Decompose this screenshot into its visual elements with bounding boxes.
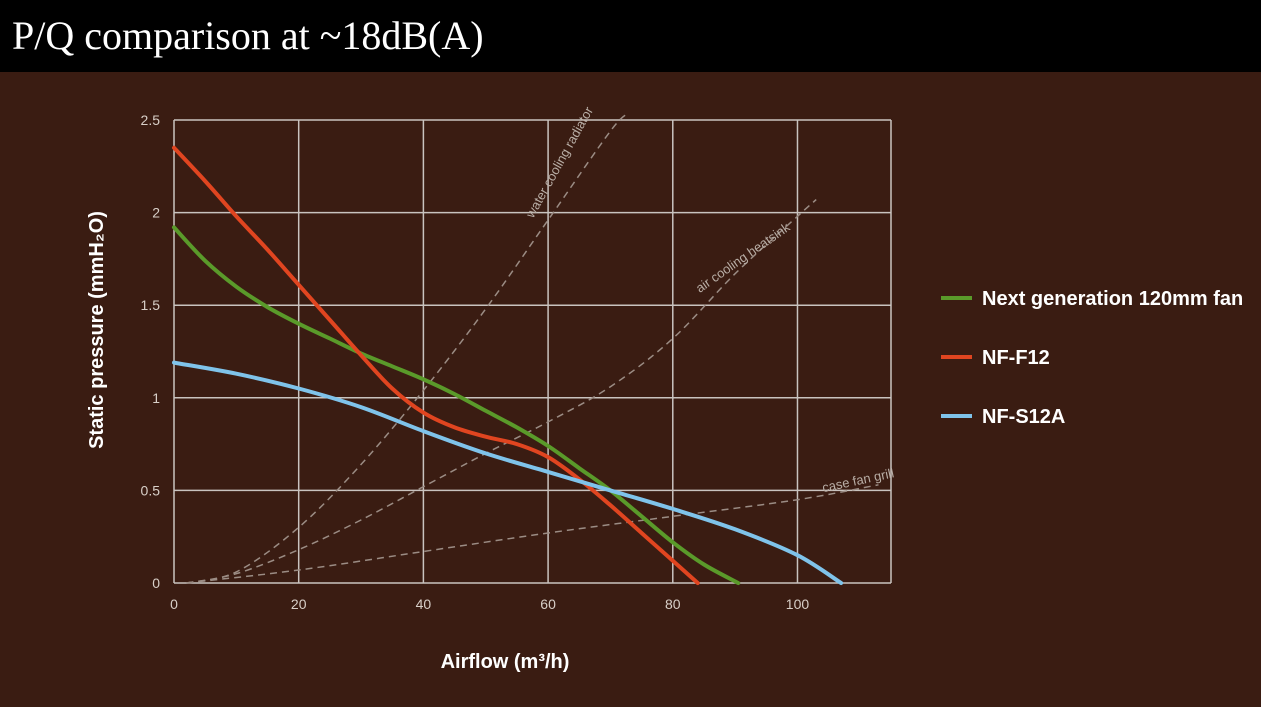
x-tick-label: 20 (291, 596, 307, 612)
legend-entry: NF-S12A (982, 406, 1065, 428)
y-tick-label: 1.5 (141, 297, 161, 313)
x-tick-label: 60 (540, 596, 556, 612)
system-curves (186, 112, 879, 584)
series-line (172, 360, 844, 585)
legend-entry: Next generation 120mm fan (982, 288, 1243, 310)
y-tick-label: 2.5 (141, 112, 161, 128)
tick-labels: 0 20 40 60 80 100 0 0.5 1 1.5 2 2.5 (141, 112, 810, 612)
x-axis-label: Airflow (m³/h) (441, 651, 570, 673)
series-line (172, 225, 741, 585)
y-axis-label: Static pressure (mmH₂O) (86, 211, 108, 449)
page-title: P/Q comparison at ~18dB(A) (12, 13, 484, 58)
legend: Next generation 120mm fan NF-F12 NF-S12A (941, 288, 1243, 428)
x-tick-label: 40 (416, 596, 432, 612)
series-lines (172, 145, 844, 585)
grid (173, 119, 892, 584)
y-tick-label: 2 (152, 205, 160, 221)
x-tick-label: 80 (665, 596, 681, 612)
title-bar: P/Q comparison at ~18dB(A) (0, 0, 1261, 72)
y-tick-label: 1 (152, 390, 160, 406)
chart-panel (0, 72, 1261, 707)
legend-entry: NF-F12 (982, 347, 1050, 369)
x-tick-label: 100 (786, 596, 810, 612)
series-line (172, 145, 700, 585)
x-tick-label: 0 (170, 596, 178, 612)
y-tick-label: 0 (152, 575, 160, 591)
system-curve-case-fan-grill (186, 484, 879, 584)
system-curve-label: air cooling heatsink (693, 219, 793, 295)
system-curve-water-cooling-radiator (186, 112, 630, 584)
y-tick-label: 0.5 (141, 482, 161, 498)
